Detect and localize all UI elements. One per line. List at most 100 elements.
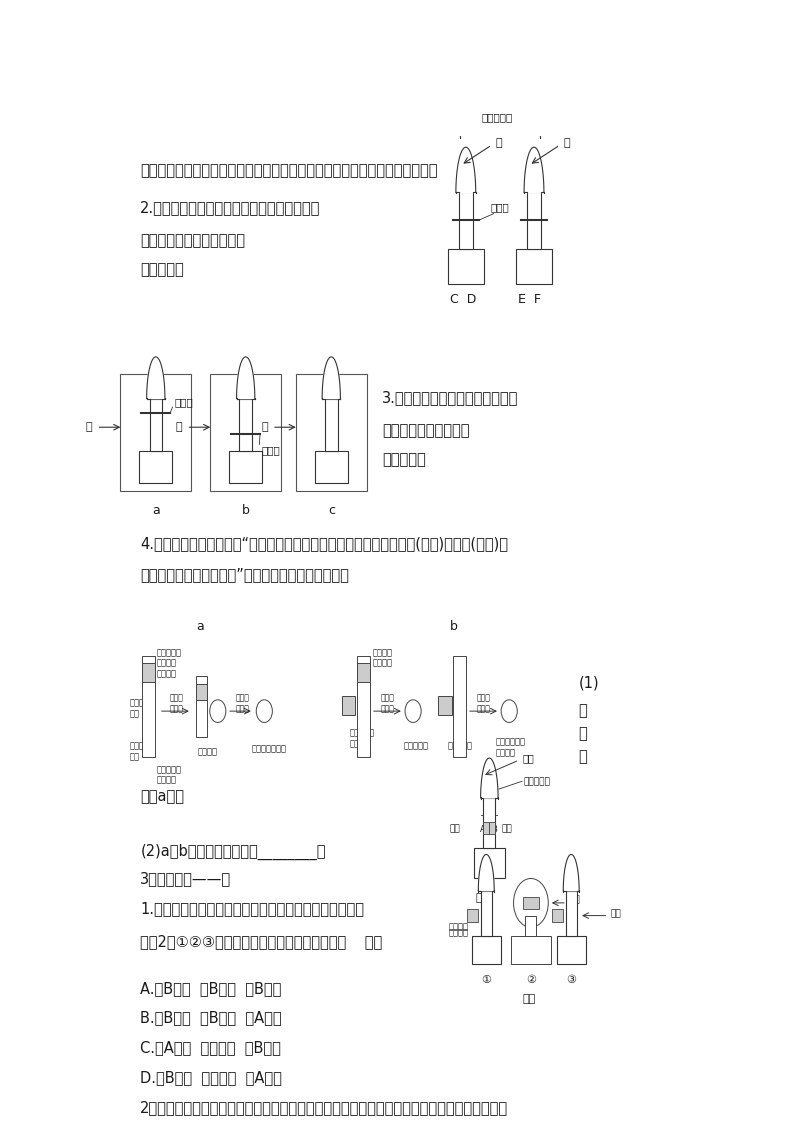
Text: 含生长素: 含生长素 [157, 659, 177, 668]
Text: 上端: 上端 [130, 710, 140, 718]
Bar [481, 891, 492, 936]
Text: BA: BA [553, 914, 563, 923]
Text: 胚芽鞘尖端: 胚芽鞘尖端 [523, 778, 550, 787]
Text: 图甲: 图甲 [475, 893, 489, 902]
Bar [239, 398, 252, 451]
Text: 二光: 二光 [522, 753, 534, 763]
Text: 胚芽鞘弯曲生长: 胚芽鞘弯曲生长 [252, 744, 287, 753]
Bar [474, 848, 505, 878]
Text: 的琼脂块: 的琼脂块 [350, 739, 370, 748]
Text: 2.验证生长素的横向运输，实验过程如右图。: 2.验证生长素的横向运输，实验过程如右图。 [140, 200, 321, 215]
Text: ②: ② [526, 975, 536, 985]
Bar [448, 249, 484, 284]
Bar [467, 909, 478, 923]
Text: 含生长素: 含生长素 [373, 649, 393, 658]
Text: b: b [242, 504, 250, 517]
Text: 过一段: 过一段 [477, 694, 491, 703]
Bar [150, 398, 162, 451]
Bar [526, 916, 536, 936]
Text: 的琼脂块: 的琼脂块 [373, 659, 393, 668]
Text: 能: 能 [578, 704, 587, 719]
Bar [139, 451, 172, 482]
Bar [296, 374, 367, 491]
Text: 的琼脂块: 的琼脂块 [157, 669, 177, 678]
Text: 也不生长: 也不生长 [495, 748, 515, 757]
Text: 云母片: 云母片 [174, 397, 193, 406]
Text: 形态学: 形态学 [130, 741, 145, 751]
Bar [196, 684, 207, 700]
Text: 含生长素: 含生长素 [198, 747, 218, 756]
Bar [552, 909, 563, 923]
Text: 形态学: 形态学 [130, 698, 145, 708]
Circle shape [501, 700, 518, 722]
Text: 云母片: 云母片 [490, 203, 510, 213]
Text: B.向B弯曲  向B弯曲  向A弯曲: B.向B弯曲 向B弯曲 向A弯曲 [140, 1011, 282, 1026]
Circle shape [210, 700, 226, 722]
Text: A.向B弯曲  向B弯曲  向B弯曲: A.向B弯曲 向B弯曲 向B弯曲 [140, 980, 282, 996]
Text: BA: BA [467, 914, 478, 923]
Text: 1.如图甲是对燕麦胚芝鞘所做的处理，那么一段时间后，: 1.如图甲是对燕麦胚芝鞘所做的处理，那么一段时间后， [140, 901, 364, 917]
Text: b: b [450, 620, 458, 633]
Text: 图乙: 图乙 [522, 994, 535, 1004]
Text: 2、在方形暗筱内放一盆幼苗，暗筱一侧开一小窗，固定光源的光可以从窗口射入。把暗筱放在: 2、在方形暗筱内放一盆幼苗，暗筱一侧开一小窗，固定光源的光可以从窗口射入。把暗筱… [140, 1100, 509, 1115]
Text: 时间后: 时间后 [477, 704, 491, 713]
Text: 时间后: 时间后 [170, 704, 183, 713]
Text: 时间后: 时间后 [381, 704, 394, 713]
Text: 过一段: 过一段 [381, 694, 394, 703]
Text: 设计a组？: 设计a组？ [140, 789, 184, 804]
Text: a: a [152, 504, 160, 517]
Text: 光: 光 [176, 422, 182, 432]
Text: 光: 光 [495, 138, 502, 147]
Polygon shape [456, 147, 476, 192]
Bar [527, 192, 541, 249]
Bar [314, 451, 348, 482]
Text: 输，而不能倒转过来运输”的结论，设计了如下实验：: 输，而不能倒转过来运输”的结论，设计了如下实验： [140, 567, 349, 582]
Text: 下端: 下端 [130, 752, 140, 761]
Polygon shape [146, 357, 165, 398]
Text: 琼脂: 琼脂 [502, 824, 513, 833]
Bar [483, 822, 490, 834]
Text: B: B [491, 825, 497, 834]
Circle shape [256, 700, 272, 722]
Text: BA: BA [526, 899, 536, 908]
Text: 的琼脂块: 的琼脂块 [157, 775, 177, 784]
Text: E  F: E F [518, 293, 542, 307]
Text: 实验结果（生长素含量）：: 实验结果（生长素含量）： [140, 233, 246, 248]
Bar [120, 374, 191, 491]
Bar [454, 657, 466, 757]
Bar [523, 897, 539, 909]
Text: 二光: 二光 [611, 910, 622, 919]
Bar [210, 374, 282, 491]
Text: c: c [328, 504, 334, 517]
Text: 光: 光 [86, 422, 93, 432]
Polygon shape [237, 357, 255, 398]
Text: 光: 光 [262, 422, 268, 432]
Text: 胚芽鞘尖端: 胚芽鞘尖端 [350, 728, 375, 737]
Polygon shape [478, 855, 494, 891]
Text: 不含生长素: 不含生长素 [404, 741, 429, 751]
Text: 不含生长素: 不含生长素 [447, 741, 472, 751]
Bar [358, 657, 370, 757]
Text: 时间后: 时间后 [235, 704, 249, 713]
Bar [459, 192, 473, 249]
Bar [557, 936, 586, 964]
Text: 光: 光 [564, 138, 570, 147]
Text: ①: ① [482, 975, 491, 985]
Text: 在图2的①②③图示位置时，其生长情况依次是（    ）。: 在图2的①②③图示位置时，其生长情况依次是（ ）。 [140, 935, 382, 950]
Bar [438, 696, 451, 715]
Text: 的胚芽鞘: 的胚芽鞘 [449, 928, 469, 937]
Text: 胚芽鞘尖端: 胚芽鞘尖端 [157, 649, 182, 658]
Text: A: A [480, 825, 486, 834]
Bar [142, 663, 154, 683]
Circle shape [405, 700, 421, 722]
Text: 云母片: 云母片 [262, 445, 280, 455]
Polygon shape [322, 357, 340, 398]
Text: C.向A弯曲  直立生长  向B弯曲: C.向A弯曲 直立生长 向B弯曲 [140, 1040, 281, 1055]
Bar [566, 891, 577, 936]
Text: 3、自我检测——检: 3、自我检测——检 [140, 871, 231, 886]
Text: (2)a与b两组的对照类型为________。: (2)a与b两组的对照类型为________。 [140, 844, 326, 860]
Text: 实验结论：: 实验结论： [140, 263, 184, 277]
Polygon shape [524, 147, 544, 192]
Text: 否: 否 [578, 727, 587, 741]
Text: D.向B弯曲  直立生长  向A弯曲: D.向B弯曲 直立生长 向A弯曲 [140, 1070, 282, 1084]
